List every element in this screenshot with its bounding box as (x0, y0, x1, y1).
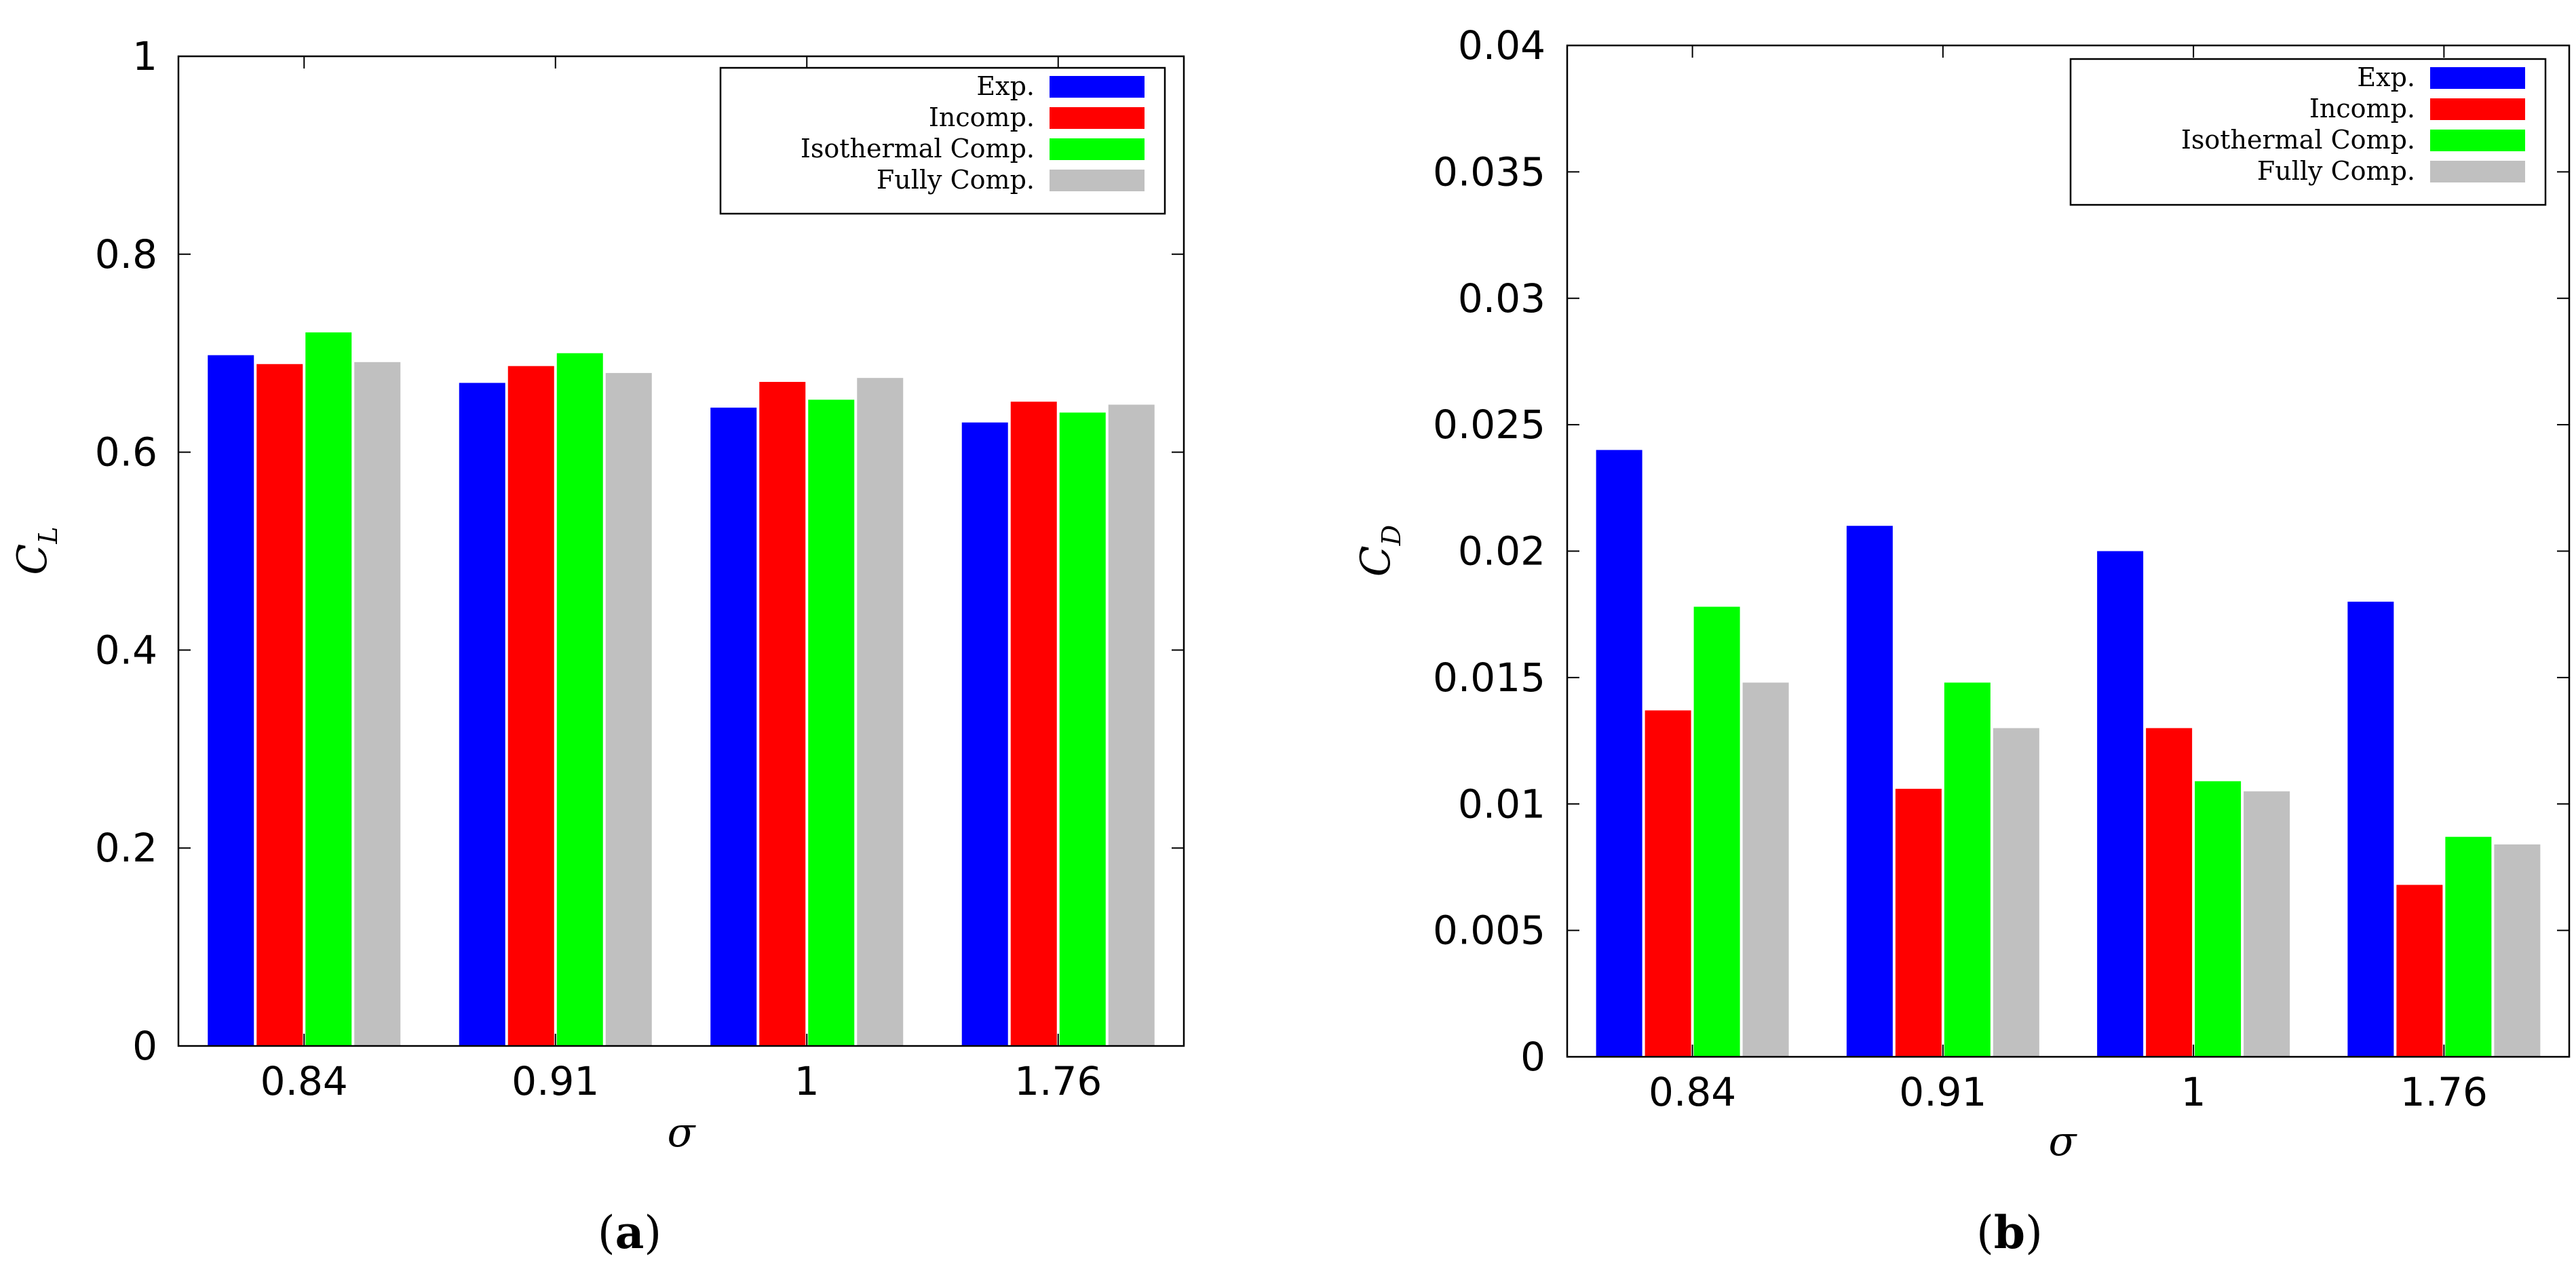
legend-label-4: Fully Comp. (877, 165, 1035, 195)
bar-incomp-1 (759, 382, 806, 1046)
legend-label-1: Exp. (2357, 62, 2415, 92)
legend-swatch-3 (2430, 130, 2525, 151)
panel-label-part: ) (2025, 1207, 2043, 1259)
bar-incomp-1 (2146, 728, 2193, 1057)
bar-exp-0.84 (1596, 450, 1642, 1057)
bar-fully-comp-0.84 (354, 362, 401, 1046)
bar-fully-comp-1.76 (1108, 404, 1155, 1046)
legend-swatch-4 (1050, 170, 1145, 191)
x-axis-label: σ (668, 1109, 697, 1157)
chart-panel-a: 0.84 0.91 1 1.7600.20.40.60.81CLσExp.Incomp… (9, 33, 1185, 1259)
plot-frame (177, 55, 1185, 1047)
legend: Exp.Incomp.Isothermal Comp.Fully Comp. (719, 66, 1166, 215)
y-tick-label: 0.025 (1433, 402, 1545, 448)
bar-fully-comp-1 (857, 378, 904, 1046)
legend-label-2: Incomp. (929, 102, 1035, 132)
y-tick-label: 0.04 (1458, 22, 1545, 69)
y-tick-label: 0.005 (1433, 908, 1545, 954)
panel-label: (b) (1976, 1206, 2043, 1259)
bar-fully-comp-1 (2244, 791, 2290, 1057)
x-tick-label: 0.84 (1649, 1069, 1736, 1115)
bar-exp-1 (710, 407, 757, 1046)
legend-swatch-2 (2430, 98, 2525, 120)
y-tick-label: 0 (1520, 1034, 1545, 1080)
panel-label-part: ( (1976, 1207, 1994, 1259)
bar-exp-0.91 (459, 383, 505, 1046)
y-tick-label: 0.8 (95, 231, 157, 277)
bar-fully-comp-0.84 (1742, 682, 1789, 1057)
x-axis-label: σ (2049, 1118, 2078, 1165)
y-axis-label-subscript: D (1377, 525, 1406, 546)
x-tick-label: 1 (794, 1058, 820, 1104)
panel-label-part: ) (644, 1207, 661, 1259)
y-tick-label: 0.6 (95, 429, 157, 475)
y-tick-label: 0.015 (1433, 655, 1545, 701)
bar-isothermal-comp-0.84 (305, 332, 352, 1046)
bar-fully-comp-0.91 (1993, 728, 2039, 1057)
y-tick-label: 0.02 (1458, 528, 1545, 575)
bar-exp-0.91 (1846, 526, 1893, 1057)
bar-isothermal-comp-0.91 (1944, 682, 1991, 1057)
panel-label-part: ( (598, 1207, 615, 1259)
x-tick-label: 0.91 (512, 1058, 599, 1104)
y-tick-label: 0.4 (95, 627, 157, 673)
bar-incomp-0.84 (256, 364, 303, 1046)
plot-frame (1566, 44, 2571, 1058)
legend-swatch-1 (1050, 76, 1145, 98)
bar-exp-0.84 (208, 355, 254, 1046)
y-tick-label: 0.03 (1458, 275, 1545, 322)
x-tick-label: 1.76 (2400, 1069, 2488, 1115)
x-tick-label: 0.84 (261, 1058, 348, 1104)
panel-label-part: a (615, 1206, 645, 1259)
bar-incomp-1.76 (2396, 885, 2443, 1057)
bar-isothermal-comp-1 (808, 400, 855, 1046)
panel-label-part: b (1994, 1206, 2025, 1259)
bar-exp-1 (2097, 551, 2144, 1057)
bar-incomp-0.91 (507, 366, 554, 1046)
x-tick-label: 1 (2181, 1069, 2206, 1115)
y-axis-label: CL (9, 526, 63, 575)
y-tick-label: 0.035 (1433, 149, 1545, 195)
legend-swatch-4 (2430, 161, 2525, 182)
y-axis-label-subscript: L (33, 526, 63, 544)
y-tick-label: 0.01 (1458, 781, 1545, 827)
y-tick-label: 1 (132, 33, 157, 79)
bar-isothermal-comp-1.76 (2445, 836, 2492, 1057)
y-tick-label: 0 (132, 1023, 157, 1069)
bar-incomp-1.76 (1010, 402, 1057, 1046)
chart-panel-b: 0.84 0.91 1 1.76 0 0.005 0.01 0.015 0.02 0.025 0.0… (1352, 22, 2571, 1259)
x-tick-label: 0.91 (1899, 1069, 1986, 1115)
bar-isothermal-comp-1.76 (1059, 412, 1106, 1046)
bar-exp-1.76 (961, 422, 1008, 1046)
legend-label-3: Isothermal Comp. (801, 134, 1035, 163)
legend-label-3: Isothermal Comp. (2181, 125, 2415, 155)
bar-fully-comp-1.76 (2494, 844, 2541, 1057)
bar-isothermal-comp-0.84 (1693, 606, 1740, 1057)
legend: Exp.Incomp.Isothermal Comp.Fully Comp. (2069, 58, 2547, 206)
y-axis-label: CD (1352, 525, 1406, 577)
legend-swatch-1 (2430, 67, 2525, 89)
legend-label-4: Fully Comp. (2257, 156, 2415, 186)
y-axis-label-main: C (9, 544, 56, 575)
y-axis-label-main: C (1352, 545, 1400, 577)
bar-isothermal-comp-0.91 (556, 353, 603, 1046)
bar-incomp-0.91 (1895, 788, 1942, 1057)
legend-swatch-3 (1050, 138, 1145, 160)
x-tick-label: 1.76 (1014, 1058, 1102, 1104)
bar-isothermal-comp-1 (2195, 781, 2242, 1057)
y-tick-label: 0.2 (95, 825, 157, 871)
legend-label-1: Exp. (976, 71, 1035, 101)
bar-fully-comp-0.91 (605, 372, 652, 1046)
bar-exp-1.76 (2347, 602, 2394, 1057)
legend-label-2: Incomp. (2309, 94, 2415, 123)
panel-label: (a) (598, 1206, 661, 1259)
bar-incomp-0.84 (1645, 710, 1691, 1057)
legend-swatch-2 (1050, 107, 1145, 129)
